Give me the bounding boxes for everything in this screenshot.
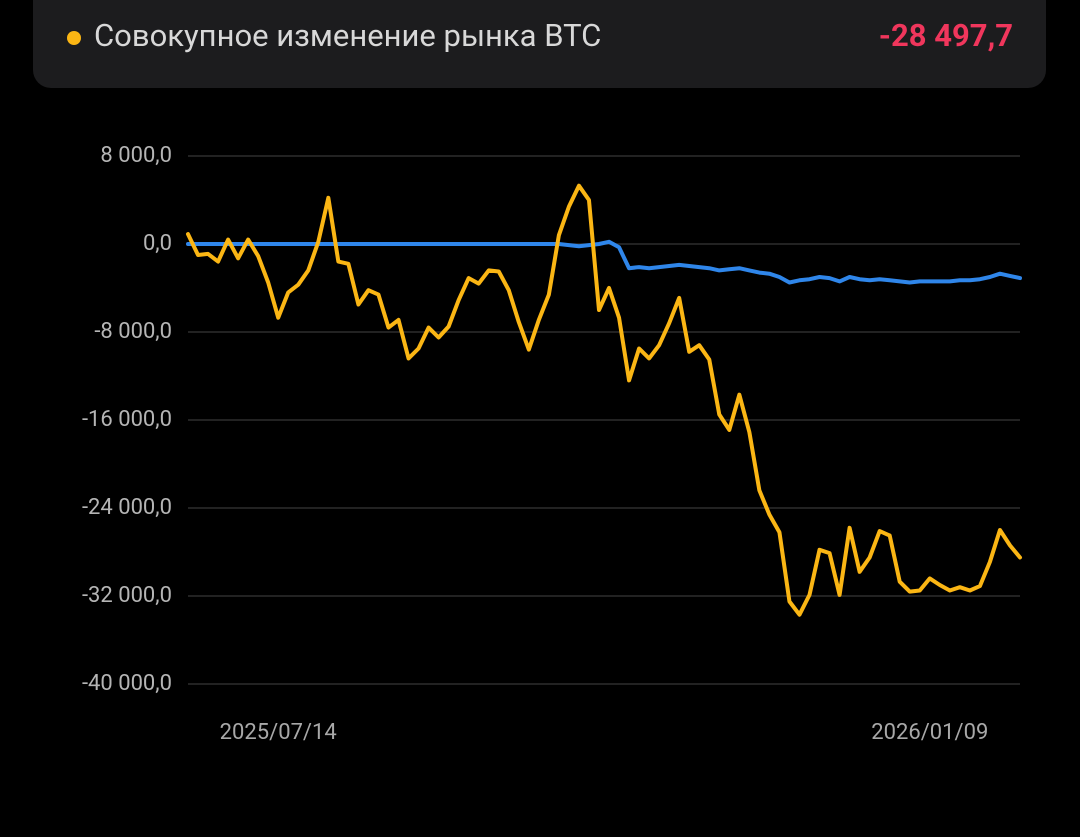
legend-dot <box>67 31 81 45</box>
legend-label: Совокупное изменение рынка BTC <box>94 17 601 54</box>
y-tick-label: 8 000,0 <box>100 143 172 168</box>
y-tick-label: -32 000,0 <box>82 583 172 608</box>
x-tick-label: 2026/01/09 <box>871 720 988 745</box>
y-tick-label: -8 000,0 <box>94 319 172 344</box>
y-tick-label: -16 000,0 <box>82 407 172 432</box>
x-tick-label: 2025/07/14 <box>220 720 337 745</box>
y-tick-label: -40 000,0 <box>82 671 172 696</box>
y-tick-label: -24 000,0 <box>82 495 172 520</box>
current-value: -28 497,7 <box>879 17 1013 54</box>
series-line <box>186 239 1022 285</box>
y-tick-label: 0,0 <box>143 231 172 256</box>
series-line <box>186 183 1022 617</box>
header-card <box>33 0 1046 88</box>
plot: 8 000,0 0,0 -8 000,0 -16 000,0 -24 000,0 -32 … <box>82 143 1022 745</box>
